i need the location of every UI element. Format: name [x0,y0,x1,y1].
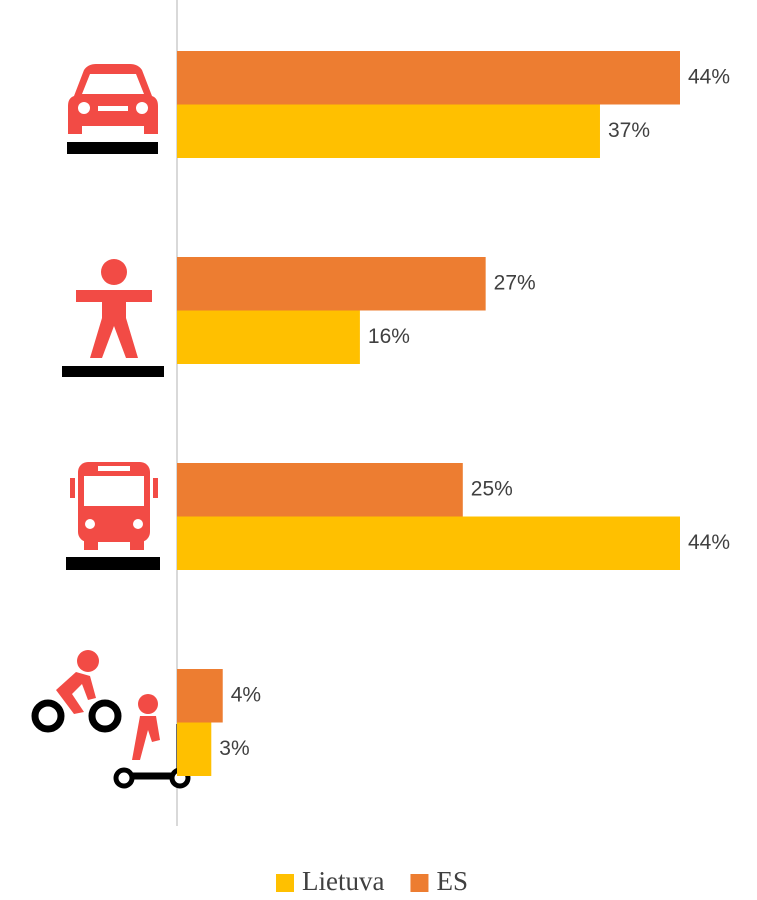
value-label: 3% [219,737,249,760]
value-label: 27% [494,271,536,294]
value-label: 16% [368,325,410,348]
bus-icon [66,462,160,570]
bar [177,669,223,723]
bar [177,310,360,364]
value-label: 4% [231,683,261,706]
legend-swatch [276,874,294,892]
bar [177,257,486,311]
legend-label: Lietuva [302,866,384,896]
legend-label: ES [436,866,468,896]
bar [177,463,463,517]
value-label: 44% [688,531,730,554]
pedestrian-icon [62,259,164,377]
bar [177,516,680,570]
bike-scooter-icon [31,650,191,789]
car-icon [67,64,158,154]
value-label: 44% [688,65,730,88]
value-label: 25% [471,477,513,500]
bar [177,51,680,105]
value-label: 37% [608,119,650,142]
bar [177,104,600,158]
legend-swatch [410,874,429,892]
bar [177,722,212,776]
